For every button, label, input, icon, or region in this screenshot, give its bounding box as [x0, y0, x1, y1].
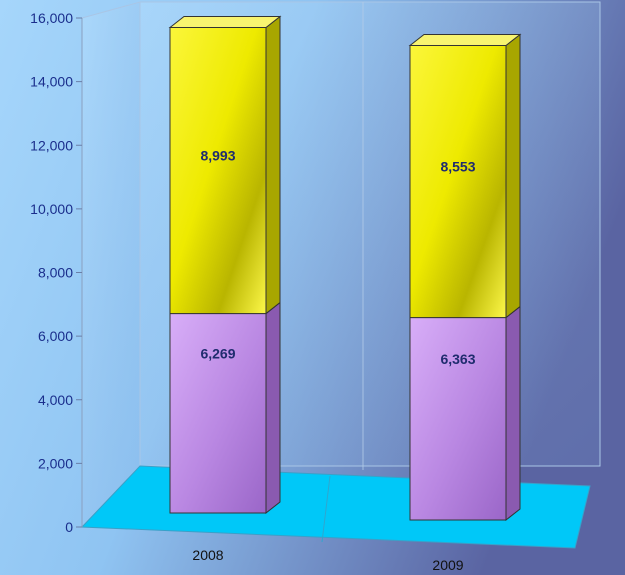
floor-divider: [321, 475, 331, 543]
bars: [168, 15, 522, 522]
y-tick-label: 14,000: [30, 74, 73, 90]
left-wall: [81, 1, 141, 529]
y-axis: 0 2,000 4,000 6,000 8,000 10,000 12,000 14,000 1…: [30, 10, 83, 535]
bar-segment-front: [169, 313, 267, 514]
data-label: 6,269: [200, 345, 235, 361]
data-label: 8,553: [440, 159, 475, 175]
y-tick-label: 2,000: [38, 455, 73, 471]
bar-top: [168, 15, 282, 28]
y-tick-label: 0: [65, 519, 73, 535]
y-tick-label: 8,000: [38, 265, 73, 281]
data-label: 8,993: [200, 148, 235, 164]
bar-segment-front: [169, 26, 267, 315]
bar-top: [408, 33, 522, 46]
bar-segment-front: [409, 317, 507, 521]
bar-segment-side: [265, 15, 281, 315]
bar-segment-side: [505, 305, 521, 522]
x-category-label: 2009: [432, 557, 463, 573]
y-tick-label: 6,000: [38, 328, 73, 344]
data-labels: 6,269 8,993 6,363 8,553: [200, 148, 475, 367]
y-tick-label: 12,000: [30, 137, 73, 153]
y-tick-label: 10,000: [30, 201, 73, 217]
y-tick-label: 16,000: [30, 10, 73, 26]
data-label: 6,363: [440, 351, 475, 367]
y-tick-label: 4,000: [38, 392, 73, 408]
bar-segment-side: [505, 33, 521, 319]
x-axis: 2008 2009: [192, 547, 463, 573]
chart-walls: [81, 1, 601, 529]
bar-segment-front: [409, 44, 507, 319]
bar-segment-side: [265, 301, 281, 515]
x-category-label: 2008: [192, 547, 223, 563]
